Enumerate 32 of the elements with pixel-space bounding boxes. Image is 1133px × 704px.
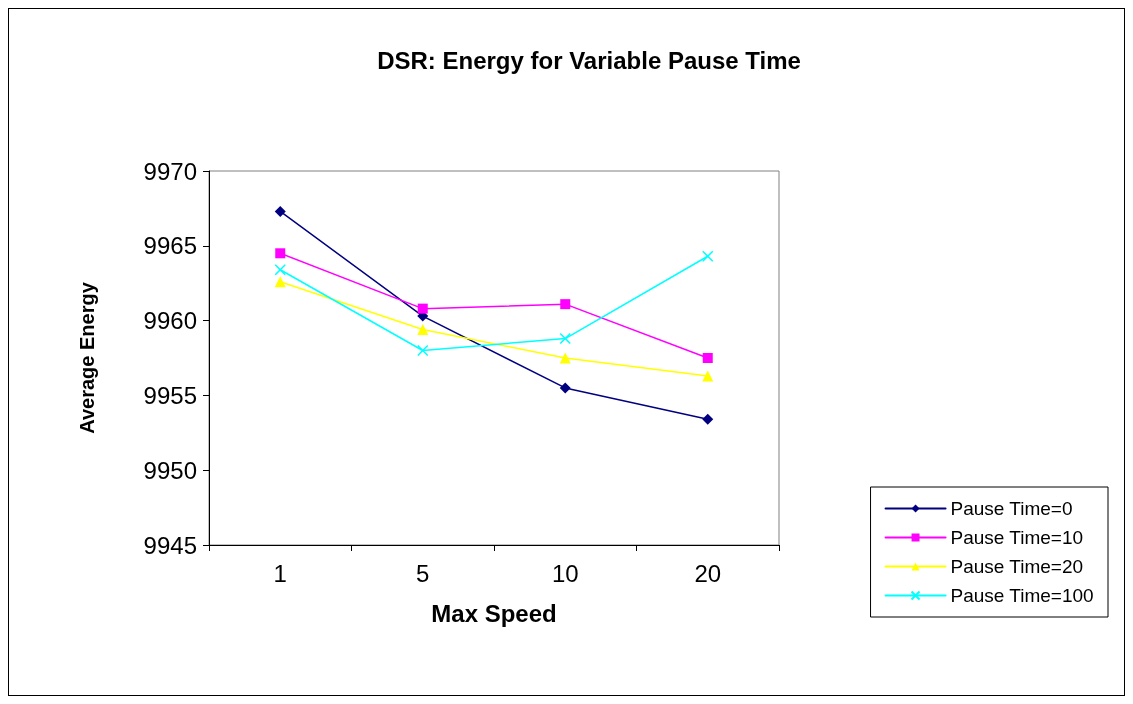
y-tick-label: 9970 [143, 157, 197, 185]
point [417, 324, 429, 336]
x-tick-label: 10 [551, 559, 579, 587]
point [702, 413, 714, 425]
point [274, 276, 286, 288]
y-tick-label: 9945 [143, 531, 197, 559]
legend-label: Pause Time=0 [950, 498, 1073, 519]
y-axis-title: Average Energy [76, 281, 98, 434]
point [559, 352, 571, 364]
x-tick-label: 5 [416, 559, 430, 587]
y-tick-label: 9950 [143, 456, 197, 484]
point [559, 382, 571, 394]
point [702, 353, 713, 363]
legend-label: Pause Time=10 [950, 527, 1084, 548]
y-tick-label: 9955 [143, 381, 197, 409]
point [274, 263, 286, 276]
point [559, 332, 571, 345]
point [702, 250, 714, 263]
point [275, 248, 286, 259]
y-tick-label: 9960 [143, 307, 197, 335]
y-tick-label: 9965 [143, 232, 197, 260]
point [417, 303, 428, 314]
x-tick-label: 1 [273, 559, 287, 587]
x-axis-title: Max Speed [431, 599, 557, 627]
point [702, 370, 714, 382]
point [560, 299, 571, 310]
legend-label: Pause Time=20 [950, 556, 1084, 577]
point [274, 205, 286, 217]
legend-label: Pause Time=100 [950, 585, 1094, 606]
chart-title: DSR: Energy for Variable Pause Time [377, 46, 801, 74]
point [417, 344, 429, 357]
x-tick-label: 20 [694, 559, 722, 587]
